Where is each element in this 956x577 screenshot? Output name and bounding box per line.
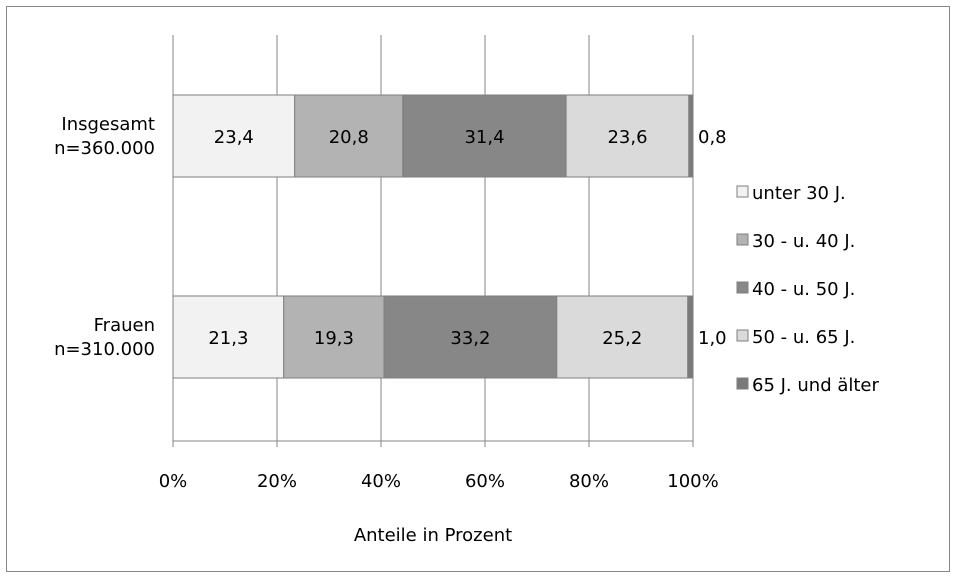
legend-label: 65 J. und älter xyxy=(752,375,880,396)
bar-segment xyxy=(687,295,694,379)
legend-label: unter 30 J. xyxy=(752,183,846,204)
data-label: 31,4 xyxy=(464,127,504,148)
stacked-bar-chart: 0% 20% 40% 60% 80% 100% Anteile in Prozent Insg… xyxy=(54,35,880,546)
category-label: Insgesamt n=360.000 xyxy=(54,114,155,159)
bar-segment xyxy=(383,295,558,379)
bar-segment xyxy=(283,295,385,379)
x-tick-label: 80% xyxy=(569,471,609,492)
legend-label: 40 - u. 50 J. xyxy=(752,279,855,300)
bar-segment xyxy=(172,94,296,178)
bar-segment xyxy=(294,94,404,178)
x-axis-title: Anteile in Prozent xyxy=(354,525,512,546)
data-label: 23,6 xyxy=(607,127,647,148)
chart-frame: 0% 20% 40% 60% 80% 100% Anteile in Prozent Insg… xyxy=(6,6,950,572)
data-label: 19,3 xyxy=(314,328,354,349)
data-label: 21,3 xyxy=(208,328,248,349)
legend-swatch xyxy=(736,377,749,390)
legend-label: 50 - u. 65 J. xyxy=(752,327,855,348)
x-tick-label: 20% xyxy=(257,471,297,492)
data-label: 23,4 xyxy=(214,127,254,148)
legend-swatch xyxy=(736,233,749,246)
legend-swatch xyxy=(736,329,749,342)
bar-segment xyxy=(565,94,690,178)
bar-segment xyxy=(402,94,567,178)
data-label: 20,8 xyxy=(329,127,369,148)
data-label: 1,0 xyxy=(698,328,727,349)
category-label: Frauen n=310.000 xyxy=(54,315,155,360)
x-tick-label: 40% xyxy=(361,471,401,492)
legend-swatch xyxy=(736,185,749,198)
data-label: 33,2 xyxy=(450,328,490,349)
legend-swatch xyxy=(736,281,749,294)
legend-label: 30 - u. 40 J. xyxy=(752,231,855,252)
data-label: 0,8 xyxy=(698,127,727,148)
x-tick-label: 100% xyxy=(667,471,718,492)
bar-segment xyxy=(688,94,694,178)
bar-segment xyxy=(172,295,285,379)
x-tick-label: 60% xyxy=(465,471,505,492)
x-tick-label: 0% xyxy=(159,471,188,492)
data-label: 25,2 xyxy=(602,328,642,349)
